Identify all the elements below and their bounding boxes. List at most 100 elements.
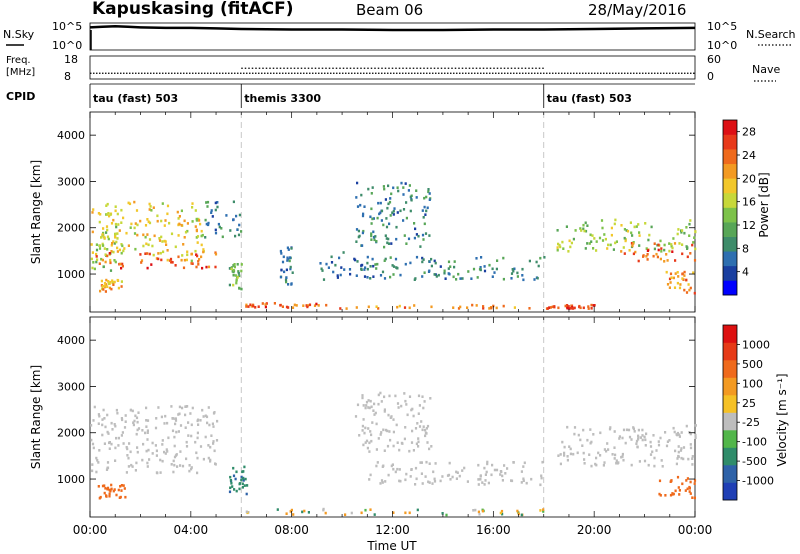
power-cell xyxy=(153,234,156,238)
velocity-cell xyxy=(561,440,564,444)
power-cell xyxy=(200,234,203,238)
power-cell xyxy=(372,264,375,268)
power-cell xyxy=(422,238,425,241)
power-cell xyxy=(511,268,514,271)
power-cell xyxy=(688,222,691,226)
velocity-cell xyxy=(411,429,414,433)
velocity-cell xyxy=(652,434,655,437)
velocity-cell xyxy=(215,439,219,442)
velocity-cell xyxy=(500,470,503,473)
x-tick-label: 00:00 xyxy=(73,523,108,537)
power-cell xyxy=(98,220,101,224)
power-cell xyxy=(194,225,197,228)
power-cell xyxy=(191,220,194,223)
power-cell xyxy=(195,219,198,222)
velocity-cell xyxy=(171,417,174,420)
velocity-cell xyxy=(499,511,502,515)
power-cell xyxy=(657,248,660,252)
power-cell xyxy=(415,255,419,259)
power-cell xyxy=(146,233,149,236)
power-cell xyxy=(689,252,692,255)
power-cell xyxy=(521,274,524,277)
power-cell xyxy=(624,238,627,241)
power-cell xyxy=(628,249,631,252)
velocity-cell xyxy=(689,480,692,484)
velocity-cell xyxy=(229,475,232,479)
power-cell xyxy=(120,208,123,212)
velocity-cell xyxy=(644,438,647,442)
velocity-cell xyxy=(539,509,542,512)
power-cell xyxy=(426,206,429,210)
power-cell xyxy=(237,271,240,275)
power-cell xyxy=(345,307,348,310)
power-cell xyxy=(237,270,240,273)
power-cell xyxy=(186,222,189,225)
power-cell xyxy=(289,265,292,269)
y-tick-label: 4000 xyxy=(57,334,85,347)
velocity-cell xyxy=(132,421,135,424)
power-cell xyxy=(321,269,324,272)
power-cell xyxy=(287,248,290,251)
y-tick-label: 3000 xyxy=(57,175,85,188)
velocity-cell xyxy=(375,422,378,426)
velocity-cell xyxy=(559,462,562,466)
velocity-cell xyxy=(621,455,624,458)
power-cell xyxy=(190,259,193,263)
power-cell xyxy=(327,266,330,269)
velocity-cell xyxy=(421,482,424,485)
velocity-cell xyxy=(124,495,127,499)
velocity-cell xyxy=(504,472,507,475)
power-cell xyxy=(672,237,675,240)
power-cell xyxy=(150,263,153,266)
power-cell xyxy=(377,307,380,310)
power-cell xyxy=(160,235,163,239)
velocity-cell xyxy=(455,477,458,480)
velocity-cell xyxy=(209,445,212,449)
colorbar-tick-label: -1000 xyxy=(742,475,774,488)
power-cell xyxy=(374,263,377,266)
power-cell xyxy=(388,200,392,204)
velocity-cell xyxy=(415,477,418,481)
power-cell xyxy=(150,209,153,212)
velocity-cell xyxy=(664,494,667,497)
velocity-cell xyxy=(583,462,586,465)
power-cell xyxy=(340,266,343,269)
power-cell xyxy=(669,281,672,284)
velocity-cell xyxy=(202,457,205,461)
power-cell xyxy=(495,267,498,271)
velocity-cell xyxy=(618,435,621,438)
velocity-cell xyxy=(405,403,408,406)
power-cell xyxy=(415,196,418,199)
velocity-cell xyxy=(630,438,633,441)
velocity-cell xyxy=(491,463,494,467)
velocity-cell xyxy=(671,492,674,495)
power-cell xyxy=(190,262,193,265)
colorbar-tick-label: 24 xyxy=(742,149,756,162)
power-cell xyxy=(510,272,514,275)
power-cell xyxy=(196,235,200,238)
power-cell xyxy=(195,265,198,269)
power-cell xyxy=(206,200,210,204)
power-cell xyxy=(210,211,213,214)
velocity-cell xyxy=(117,436,120,440)
power-cell xyxy=(657,243,660,247)
cpid-segment-label: themis 3300 xyxy=(244,92,321,105)
velocity-cell xyxy=(675,433,678,436)
power-cell xyxy=(375,305,378,308)
power-cell xyxy=(638,244,641,247)
power-cell xyxy=(95,255,98,258)
velocity-cell xyxy=(101,484,105,488)
colorbar-segment xyxy=(723,192,737,208)
velocity-cell xyxy=(146,465,149,468)
power-cell xyxy=(579,306,582,310)
power-cell xyxy=(428,192,431,195)
station-title: Kapuskasing (fitACF) xyxy=(92,0,293,19)
velocity-cell xyxy=(621,436,624,440)
velocity-cell xyxy=(605,449,608,453)
power-cell xyxy=(285,268,288,272)
velocity-cell xyxy=(245,510,248,514)
power-cell xyxy=(123,247,126,250)
velocity-cell xyxy=(113,488,116,491)
velocity-cell xyxy=(611,453,614,456)
power-cell xyxy=(694,247,697,251)
